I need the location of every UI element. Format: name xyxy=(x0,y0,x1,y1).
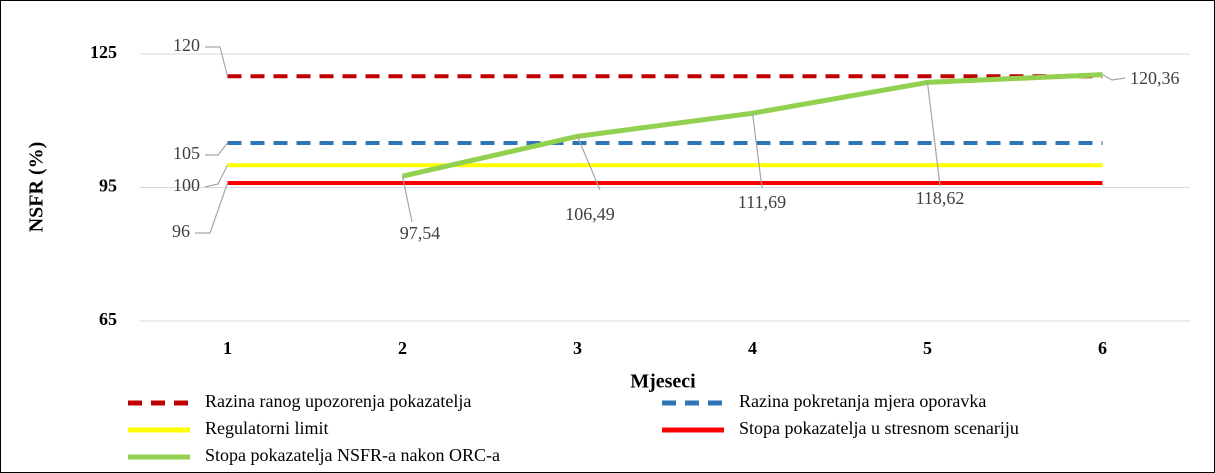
data-label: 100 xyxy=(173,175,200,195)
x-tick-label: 1 xyxy=(223,338,232,358)
data-label: 118,62 xyxy=(916,188,965,208)
y-axis-title: NSFR (%) xyxy=(26,142,48,233)
leader-line xyxy=(1102,74,1126,81)
data-label: 96 xyxy=(172,221,190,241)
leader-line xyxy=(205,46,229,77)
x-tick-label: 6 xyxy=(1098,338,1107,358)
series-line xyxy=(401,72,1103,179)
x-axis-title: Mjeseci xyxy=(630,371,696,393)
leader-line xyxy=(204,164,229,188)
leader-line xyxy=(195,182,229,234)
legend-label: Stopa pokazatelja NSFR-a nakon ORC-a xyxy=(205,445,500,465)
data-label: 105 xyxy=(173,143,200,163)
data-label: 106,49 xyxy=(565,204,615,224)
x-tick-label: 2 xyxy=(398,338,407,358)
legend-label: Razina ranog upozorenja pokazatelja xyxy=(205,391,471,411)
data-label: 120,36 xyxy=(1130,68,1180,88)
y-tick-label: 65 xyxy=(99,309,117,329)
y-tick-label: 95 xyxy=(99,176,117,196)
x-tick-label: 5 xyxy=(923,338,932,358)
data-label: 97,54 xyxy=(400,223,441,243)
x-tick-label: 3 xyxy=(573,338,582,358)
legend-label: Stopa pokazatelja u stresnom scenariju xyxy=(739,418,1019,438)
legend-label: Razina pokretanja mjera oporavka xyxy=(739,391,986,411)
y-tick-label: 125 xyxy=(90,42,117,62)
legend-label: Regulatorni limit xyxy=(205,418,329,438)
leader-line xyxy=(576,136,601,191)
leader-line xyxy=(205,142,228,156)
leader-line xyxy=(926,82,941,187)
leader-line xyxy=(751,113,763,189)
data-label: 120 xyxy=(173,35,200,55)
data-label: 111,69 xyxy=(738,192,786,212)
leader-line xyxy=(401,176,413,223)
x-tick-label: 4 xyxy=(748,338,757,358)
